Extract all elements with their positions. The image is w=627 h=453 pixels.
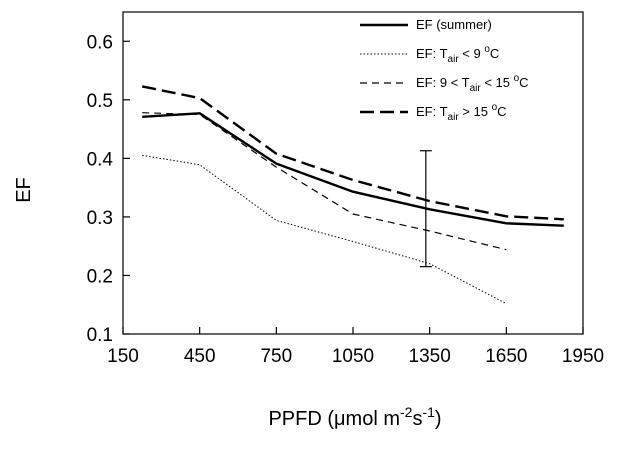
x-tick-label: 1650 [485, 346, 527, 367]
x-tick-label: 150 [107, 346, 139, 367]
plot-frame [122, 11, 584, 335]
series-line [141, 85, 564, 221]
legend-label: EF: Tair < 9 oC [416, 44, 499, 65]
legend-label: EF (summer) [416, 17, 492, 32]
legend: EF (summer) EF: Tair < 9 oC EF: 9 < Tair <… [360, 17, 529, 123]
y-tick-label: 0.3 [87, 208, 113, 229]
legend-label: EF: Tair > 15 oC [416, 102, 507, 123]
axis-ticks [122, 40, 584, 335]
series-line [142, 112, 564, 227]
x-tick-label: 750 [260, 346, 292, 367]
x-tick-labels: 150 450 750 1050 1350 1650 1950 [107, 346, 604, 367]
y-tick-label: 0.6 [87, 32, 113, 53]
error-bar-layer [419, 150, 432, 268]
x-tick-label: 1950 [562, 346, 604, 367]
y-axis-title: EF [13, 177, 35, 203]
y-tick-label: 0.2 [87, 266, 113, 287]
x-tick-label: 1350 [409, 346, 451, 367]
series-line [142, 154, 507, 305]
y-tick-label: 0.5 [87, 91, 113, 112]
legend-label: EF: 9 < Tair < 15 oC [416, 73, 529, 94]
series-line [142, 112, 507, 251]
series-layer [141, 85, 564, 305]
x-tick-label: 450 [184, 346, 216, 367]
y-tick-labels: 0.1 0.2 0.3 0.4 0.5 0.6 [87, 32, 114, 346]
x-axis-title: PPFD (μmol m-2s-1) [268, 404, 441, 430]
y-tick-label: 0.4 [87, 149, 114, 170]
y-tick-label: 0.1 [87, 325, 113, 346]
x-tick-label: 1050 [332, 346, 374, 367]
